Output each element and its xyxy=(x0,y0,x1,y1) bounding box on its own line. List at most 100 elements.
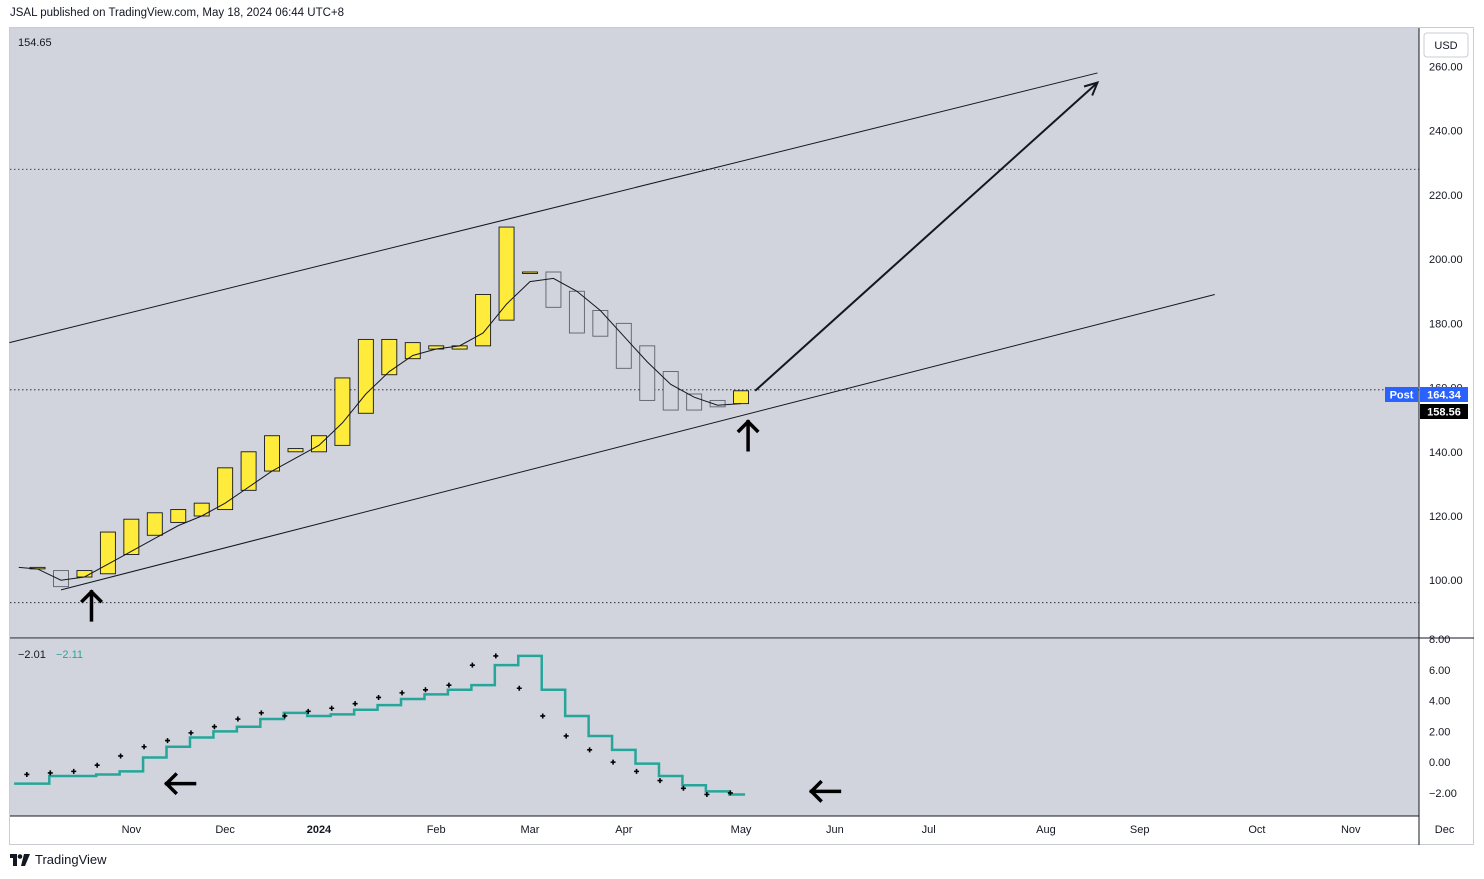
candle-6 xyxy=(170,509,187,523)
indicator-dot-20 xyxy=(493,653,499,659)
indicator-dot-24 xyxy=(587,747,593,753)
price-tick-4: 180.00 xyxy=(1429,318,1463,330)
last-price: 158.56 xyxy=(1427,407,1461,419)
indicator-value-2: −2.11 xyxy=(56,649,83,661)
indicator-step-line xyxy=(14,654,746,796)
indicator-dot-1 xyxy=(47,770,53,776)
indicator-dot-2 xyxy=(71,768,77,774)
candle-3 xyxy=(99,531,116,575)
indicator-tick-3: 4.00 xyxy=(1429,696,1450,708)
time-tick-12: Nov xyxy=(1341,824,1361,836)
candle-29 xyxy=(709,399,726,408)
indicator-dot-9 xyxy=(235,716,241,722)
chart-frame xyxy=(9,27,1474,845)
indicator-tick-4: 6.00 xyxy=(1429,665,1450,677)
indicator-dot-13 xyxy=(329,705,335,711)
trendline-2 xyxy=(754,81,1099,392)
price-tick-0: 100.00 xyxy=(1429,575,1463,587)
price-tick-2: 140.00 xyxy=(1429,447,1463,459)
candle-21 xyxy=(522,271,538,274)
price-tick-6: 220.00 xyxy=(1429,190,1463,202)
indicator-tick-0: −2.00 xyxy=(1429,788,1457,800)
candle-24 xyxy=(592,310,609,337)
indicator-tick-5: 8.00 xyxy=(1429,634,1450,646)
indicator-dot-28 xyxy=(680,785,686,791)
moving-average-line xyxy=(18,277,742,581)
top-left-value: 154.65 xyxy=(18,37,52,49)
candle-4 xyxy=(123,518,140,555)
indicator-dot-23 xyxy=(563,733,569,739)
price-tick-5: 200.00 xyxy=(1429,254,1463,266)
candle-5 xyxy=(146,512,163,536)
post-price-bg xyxy=(1420,387,1468,402)
indicator-dot-5 xyxy=(141,744,147,750)
candle-28 xyxy=(686,393,703,411)
post-price: 164.34 xyxy=(1427,390,1462,402)
candle-9 xyxy=(240,451,257,491)
indicator-dot-21 xyxy=(516,685,522,691)
currency-button[interactable] xyxy=(1423,32,1469,58)
indicator-dot-27 xyxy=(657,778,663,784)
time-tick-10: Sep xyxy=(1130,824,1150,836)
candle-13 xyxy=(334,377,351,446)
last-price-bg xyxy=(1420,404,1468,419)
left-arrow-1 xyxy=(808,779,842,803)
candle-12 xyxy=(311,435,327,453)
indicator-dot-14 xyxy=(352,701,358,707)
indicator-dot-19 xyxy=(469,662,475,668)
indicator-dot-25 xyxy=(610,759,616,765)
candle-16 xyxy=(404,342,421,360)
indicator-dot-30 xyxy=(727,790,733,796)
price-tick-1: 120.00 xyxy=(1429,511,1463,523)
candle-25 xyxy=(615,322,632,369)
tradingview-brand: TradingView xyxy=(35,852,107,867)
time-tick-1: Dec xyxy=(215,824,235,836)
candle-26 xyxy=(639,345,656,401)
post-label: Post xyxy=(1390,390,1414,402)
indicator-dot-17 xyxy=(422,687,428,693)
indicator-dot-3 xyxy=(94,762,100,768)
indicator-dot-6 xyxy=(165,738,171,744)
time-tick-5: Apr xyxy=(615,824,632,836)
indicator-dot-12 xyxy=(305,708,311,714)
indicator-dot-26 xyxy=(634,768,640,774)
candle-20 xyxy=(498,226,515,321)
indicator-dot-8 xyxy=(211,724,217,730)
indicator-dot-4 xyxy=(118,753,124,759)
candle-14 xyxy=(357,338,374,414)
candle-11 xyxy=(287,448,304,453)
candle-10 xyxy=(264,435,280,472)
time-tick-13: Dec xyxy=(1435,824,1455,836)
time-tick-11: Oct xyxy=(1248,824,1265,836)
time-tick-2: 2024 xyxy=(307,824,332,836)
trendline-1 xyxy=(60,293,1215,591)
indicator-value-1: −2.01 xyxy=(18,649,46,661)
time-tick-3: Feb xyxy=(427,824,446,836)
tradingview-icon xyxy=(10,853,30,866)
left-arrow-0 xyxy=(164,772,197,796)
candle-19 xyxy=(475,294,492,347)
time-tick-0: Nov xyxy=(122,824,142,836)
indicator-dot-15 xyxy=(376,694,382,700)
currency-label: USD xyxy=(1434,40,1457,52)
publisher-line: JSAL published on TradingView.com, May 1… xyxy=(10,7,345,19)
time-tick-6: May xyxy=(731,824,752,836)
candle-22 xyxy=(545,271,562,308)
post-label-bg xyxy=(1385,387,1418,402)
candle-27 xyxy=(662,371,679,411)
indicator-tick-2: 2.00 xyxy=(1429,726,1450,738)
indicator-dot-22 xyxy=(540,713,546,719)
indicator-dot-10 xyxy=(258,710,264,716)
indicator-dot-0 xyxy=(24,771,30,777)
indicator-dot-29 xyxy=(704,791,710,797)
time-tick-4: Mar xyxy=(521,824,540,836)
time-tick-8: Jul xyxy=(922,824,936,836)
trendline-arrowhead-2 xyxy=(1083,81,1100,96)
candle-30 xyxy=(733,390,749,405)
price-pane-bg xyxy=(10,28,1419,638)
candle-15 xyxy=(381,338,398,376)
tradingview-logo[interactable]: TradingView xyxy=(10,852,107,867)
indicator-pane-bg xyxy=(10,639,1419,816)
indicator-tick-1: 0.00 xyxy=(1429,757,1450,769)
